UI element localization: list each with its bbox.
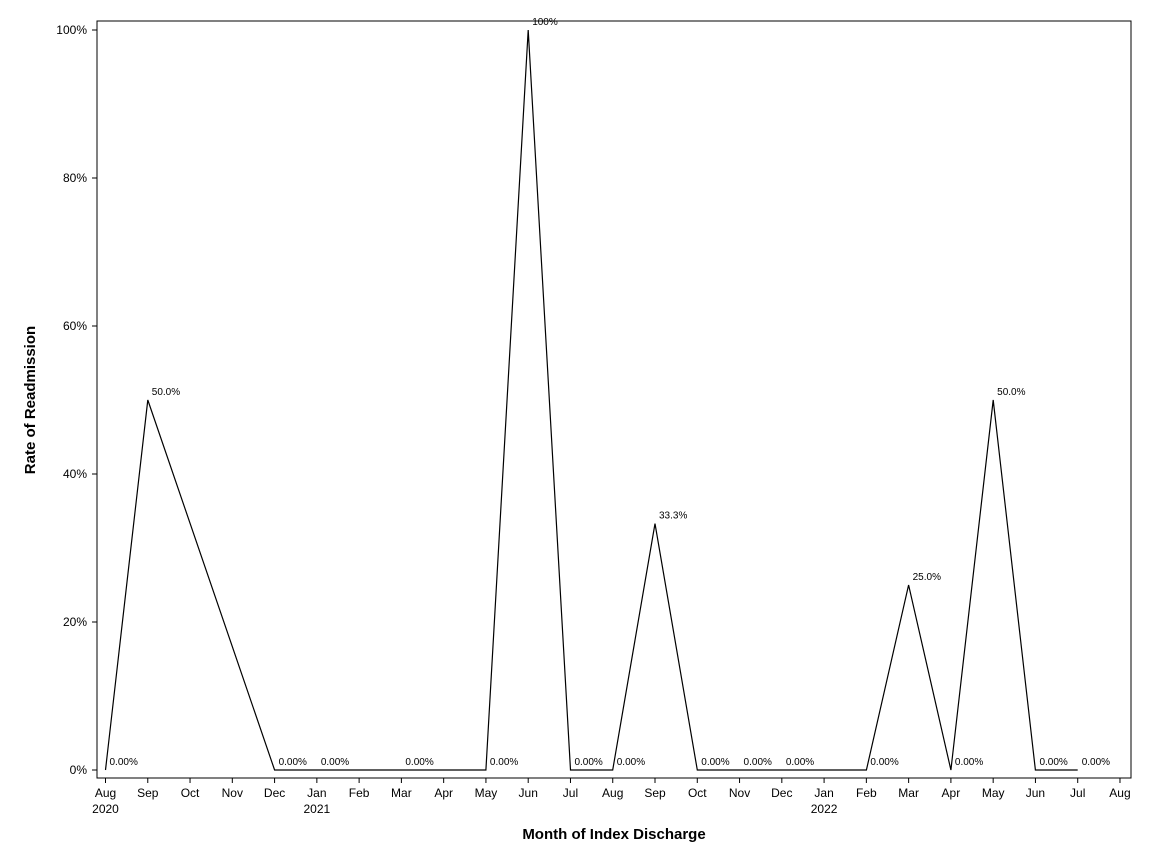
series-line — [104, 29, 1078, 771]
plot-frame — [96, 20, 1132, 779]
data-label: 0.00% — [321, 757, 349, 768]
x-tick-label: Mar — [391, 786, 412, 800]
data-label: 0.00% — [405, 757, 433, 768]
x-tick-label: Apr — [434, 786, 453, 800]
x-tick-label: Jul — [1070, 786, 1085, 800]
x-tick-label: Mar — [898, 786, 919, 800]
series-layer — [104, 29, 1078, 771]
y-tick-label: 20% — [63, 615, 87, 629]
x-tick-label: Dec — [264, 786, 285, 800]
x-tick-label: May — [982, 786, 1005, 800]
data-label: 0.00% — [110, 757, 138, 768]
x-axis: Aug Sep Oct Nov Dec Jan Feb Mar Apr May Jun Jul Aug S… — [92, 778, 1131, 816]
data-label: 33.3% — [659, 511, 687, 522]
x-tick-label: Feb — [349, 786, 370, 800]
x-tick-label: Apr — [942, 786, 961, 800]
x-tick-label: Dec — [771, 786, 792, 800]
data-label: 50.0% — [997, 387, 1025, 398]
x-tick-label: Oct — [688, 786, 707, 800]
data-label: 25.0% — [913, 572, 941, 583]
x-tick-label: Nov — [729, 786, 750, 800]
data-label: 0.00% — [490, 757, 518, 768]
x-tick-label: Jun — [1026, 786, 1045, 800]
x-axis-title: Month of Index Discharge — [522, 826, 705, 843]
y-tick-label: 40% — [63, 467, 87, 481]
y-tick-label: 80% — [63, 171, 87, 185]
y-axis-title: Rate of Readmission — [22, 326, 39, 474]
x-tick-label: Oct — [181, 786, 200, 800]
y-axis: 0% 20% 40% 60% 80% 100% — [56, 23, 97, 777]
x-tick-label: Aug — [1109, 786, 1130, 800]
data-label: 0.00% — [279, 757, 307, 768]
y-tick-label: 100% — [56, 23, 87, 37]
x-tick-label: Sep — [137, 786, 159, 800]
data-label: 0.00% — [1039, 757, 1067, 768]
x-tick-label: Nov — [222, 786, 243, 800]
data-label: 0.00% — [744, 757, 772, 768]
data-label-layer: 0.00% 50.0% 0.00% 0.00% 0.00% 0.00% 100% 0.00% 0… — [110, 17, 1111, 768]
x-tick-label: Jun — [519, 786, 538, 800]
x-tick-label: Aug — [602, 786, 623, 800]
y-tick-label: 60% — [63, 319, 87, 333]
data-label: 0.00% — [1082, 757, 1110, 768]
data-label: 0.00% — [870, 757, 898, 768]
data-label: 0.00% — [955, 757, 983, 768]
x-year-label: 2022 — [811, 802, 838, 816]
data-label: 0.00% — [786, 757, 814, 768]
x-year-label: 2021 — [303, 802, 330, 816]
data-label: 0.00% — [701, 757, 729, 768]
x-year-label: 2020 — [92, 802, 119, 816]
data-label: 100% — [532, 17, 558, 28]
x-tick-label: May — [475, 786, 498, 800]
data-label: 50.0% — [152, 387, 180, 398]
x-tick-label: Jul — [563, 786, 578, 800]
x-tick-label: Feb — [856, 786, 877, 800]
x-tick-label: Sep — [644, 786, 666, 800]
data-label: 0.00% — [617, 757, 645, 768]
x-tick-label: Aug — [95, 786, 116, 800]
y-tick-label: 0% — [70, 763, 88, 777]
data-label: 0.00% — [574, 757, 602, 768]
x-tick-label: Jan — [814, 786, 833, 800]
x-tick-label: Jan — [307, 786, 326, 800]
